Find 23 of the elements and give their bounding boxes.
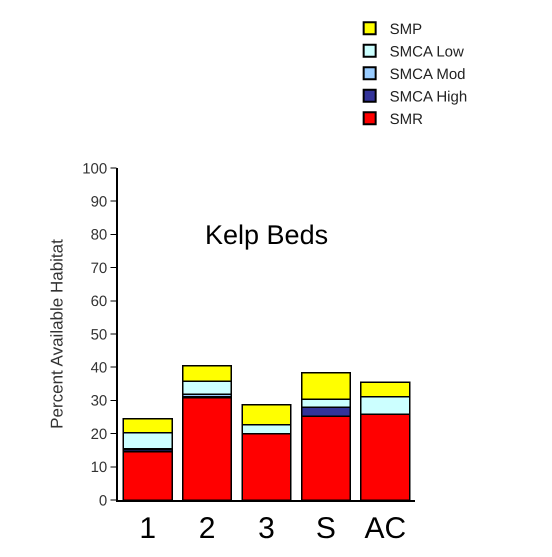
x-tick-label: S xyxy=(316,512,336,545)
y-tick-label: 100 xyxy=(82,160,108,178)
legend-label: SMCA High xyxy=(390,88,468,106)
x-tick-label: AC xyxy=(364,512,406,545)
legend-label: SMP xyxy=(390,21,422,38)
y-tick-label: 50 xyxy=(90,326,108,344)
legend-label: SMR xyxy=(390,111,424,128)
x-tick-label: 1 xyxy=(139,512,156,545)
x-tick-label: 2 xyxy=(198,512,216,545)
legend-label: SMCA Mod xyxy=(390,66,466,84)
y-tick-label: 90 xyxy=(90,193,108,210)
y-tick-label: 60 xyxy=(90,293,108,310)
y-tick-label: 70 xyxy=(90,260,108,277)
x-tick-label: 3 xyxy=(258,512,275,545)
y-tick-label: 0 xyxy=(98,492,108,510)
y-tick-label: 40 xyxy=(90,359,108,376)
y-tick-label: 30 xyxy=(90,392,108,410)
y-tick-label: 20 xyxy=(90,426,108,443)
annotation: Kelp Beds xyxy=(205,220,328,250)
y-tick-label: 10 xyxy=(90,459,108,476)
y-tick-label: 80 xyxy=(90,226,108,244)
y-axis-title: Percent Available Habitat xyxy=(47,238,66,429)
legend-label: SMCA Low xyxy=(390,44,464,61)
